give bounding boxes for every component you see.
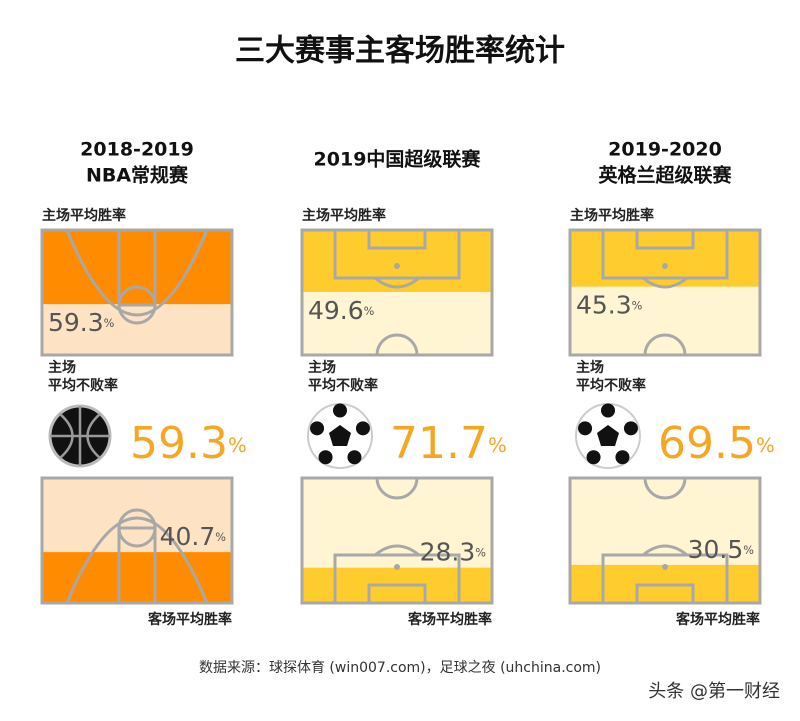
unbeaten-label: 主场 <box>48 359 76 376</box>
spot <box>394 263 400 269</box>
home-label: 主场平均胜率 <box>570 207 654 224</box>
unit: % <box>632 300 643 313</box>
court-circle <box>117 508 157 548</box>
patch <box>601 403 615 418</box>
center-arc <box>643 333 687 356</box>
unit: % <box>756 434 775 457</box>
unbeaten-label: 平均不败率 <box>308 377 378 394</box>
court-arc <box>65 516 209 604</box>
six-yard <box>635 228 695 250</box>
court-key <box>117 228 157 307</box>
unit: % <box>488 434 507 457</box>
patch <box>615 450 630 465</box>
unbeaten-label: 主场 <box>308 359 336 376</box>
pentagon <box>597 425 619 446</box>
number: 59.3 <box>48 308 104 337</box>
away-label: 客场平均胜率 <box>147 611 232 628</box>
ball-lines <box>50 406 110 466</box>
d-arc <box>374 544 420 557</box>
percent-value: 30.5% <box>688 535 755 564</box>
pentagon <box>329 425 351 446</box>
six-yard <box>367 583 427 605</box>
number: 49.6 <box>308 296 364 325</box>
unit: % <box>104 317 115 330</box>
percent-value: 40.7% <box>160 522 227 551</box>
unit: % <box>364 305 375 318</box>
home-win-bar <box>302 230 492 292</box>
home-label: 主场平均胜率 <box>42 207 126 224</box>
d-arc <box>374 276 420 289</box>
percent-value: 49.6% <box>308 296 375 325</box>
patch <box>623 421 638 436</box>
d-arc <box>642 276 688 289</box>
patch <box>586 450 601 465</box>
patch <box>578 421 593 436</box>
title: 三大赛事主客场胜率统计 <box>235 34 565 69</box>
panel-title: 2019-2020 <box>608 139 722 161</box>
center-arc <box>375 333 419 356</box>
patch <box>333 403 347 418</box>
unbeaten-label: 主场 <box>576 359 604 376</box>
patch <box>355 421 370 436</box>
unit: % <box>228 434 247 457</box>
number: 69.5 <box>658 418 756 469</box>
unit: % <box>743 544 754 557</box>
away-win-bar <box>42 552 232 603</box>
percent-value: 45.3% <box>576 291 643 320</box>
unbeaten-label: 平均不败率 <box>576 377 646 394</box>
away-label: 客场平均胜率 <box>407 611 492 628</box>
court-key <box>117 526 157 605</box>
unit: % <box>475 547 486 560</box>
number: 28.3 <box>420 538 476 567</box>
percent-value: 69.5% <box>658 418 775 469</box>
number: 59.3 <box>130 418 228 469</box>
patch <box>310 421 325 436</box>
unbeaten-label: 平均不败率 <box>48 377 118 394</box>
percent-value: 71.7% <box>390 418 507 469</box>
percent-value: 59.3% <box>130 418 247 469</box>
six-yard <box>635 583 695 605</box>
number: 40.7 <box>160 522 216 551</box>
spot <box>394 564 400 570</box>
patch <box>347 450 362 465</box>
center-arc <box>643 477 687 500</box>
panel-title: 英格兰超级联赛 <box>598 164 732 187</box>
number: 71.7 <box>390 418 488 469</box>
percent-value: 28.3% <box>420 538 487 567</box>
court-arc <box>65 229 209 317</box>
number: 45.3 <box>576 291 632 320</box>
spot <box>662 564 668 570</box>
percent-value: 59.3% <box>48 308 115 337</box>
six-yard <box>367 228 427 250</box>
panel-title: NBA常规赛 <box>86 164 189 187</box>
panel-title: 2018-2019 <box>80 139 194 161</box>
source: 数据来源：球探体育 (win007.com)，足球之夜 (uhchina.com… <box>199 660 601 676</box>
away-label: 客场平均胜率 <box>675 611 760 628</box>
court-circle <box>117 285 157 325</box>
watermark: 头条 @第一财经 <box>648 681 780 702</box>
number: 30.5 <box>688 535 744 564</box>
home-label: 主场平均胜率 <box>302 207 386 224</box>
patch <box>318 450 333 465</box>
panel-title: 2019中国超级联赛 <box>314 148 482 171</box>
spot <box>662 263 668 269</box>
unit: % <box>215 531 226 544</box>
center-arc <box>375 477 419 500</box>
d-arc <box>642 544 688 557</box>
